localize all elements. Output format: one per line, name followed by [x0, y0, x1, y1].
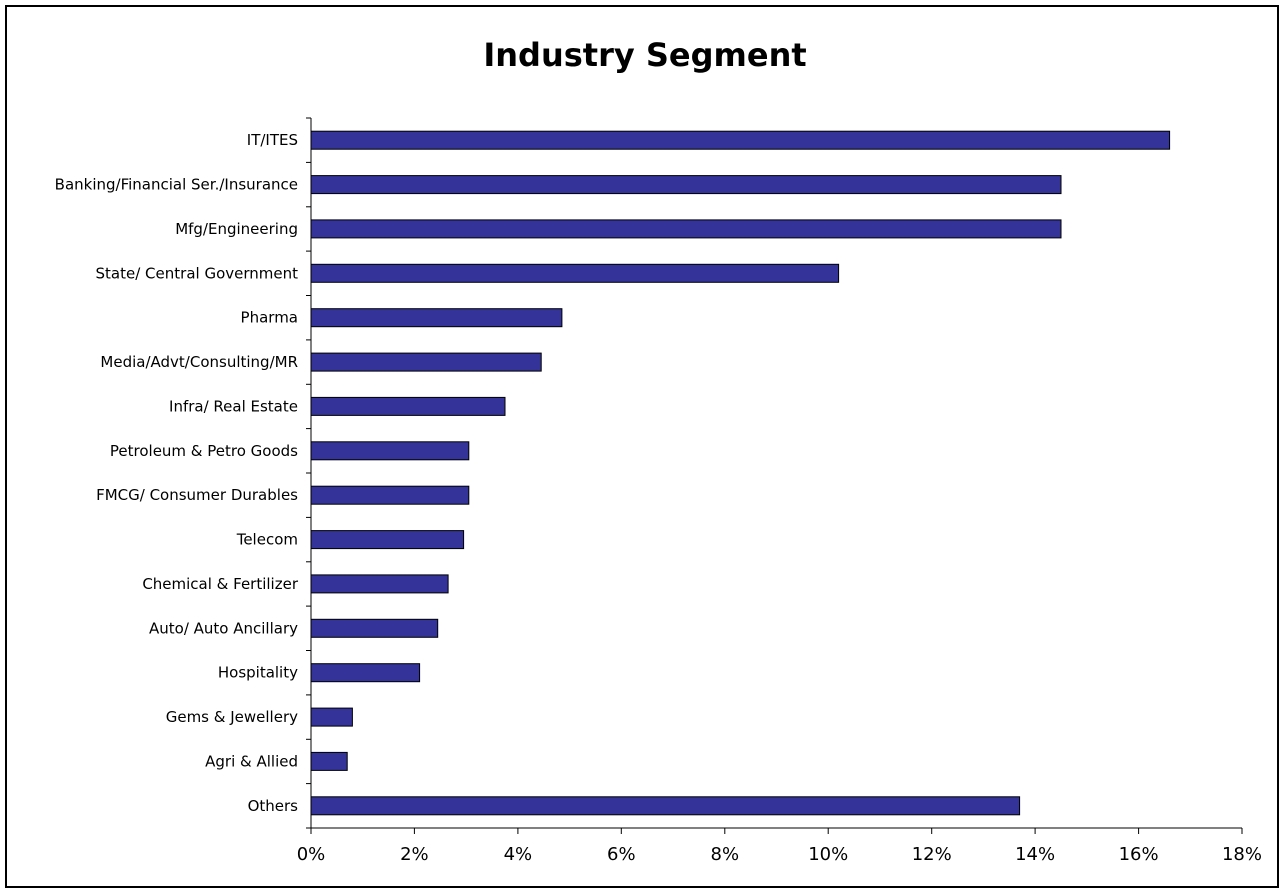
bar	[310, 530, 465, 550]
bar	[310, 485, 470, 505]
bar	[310, 308, 563, 328]
x-tick-label: 0%	[297, 844, 326, 865]
bar	[310, 796, 1021, 816]
chart-frame	[5, 5, 1279, 888]
category-label: Telecom	[236, 531, 298, 549]
category-label: State/ Central Government	[96, 264, 299, 282]
x-tick-label: 8%	[711, 844, 740, 865]
category-label: Petroleum & Petro Goods	[110, 442, 298, 460]
bars-group	[310, 130, 1171, 816]
category-label: Infra/ Real Estate	[169, 397, 298, 415]
x-tick-label: 10%	[808, 844, 848, 865]
bar	[310, 618, 439, 638]
axes	[306, 117, 1242, 829]
category-label: Banking/Financial Ser./Insurance	[55, 176, 298, 194]
bar	[310, 663, 421, 683]
bar	[310, 352, 542, 372]
x-tick-label: 12%	[912, 844, 952, 865]
bar	[310, 441, 470, 461]
x-tick-label: 2%	[400, 844, 429, 865]
category-labels: IT/ITES Banking/Financial Ser./Insurance M…	[55, 131, 299, 815]
category-label: Agri & Allied	[205, 752, 298, 770]
bar	[310, 175, 1062, 195]
x-ticks: 0% 2% 4% 6% 8% 10% 12% 14% 16% 18%	[297, 828, 1262, 865]
bar	[310, 263, 840, 283]
bar	[310, 219, 1062, 239]
x-tick-label: 6%	[607, 844, 636, 865]
category-label: FMCG/ Consumer Durables	[96, 486, 298, 504]
category-label: Hospitality	[218, 664, 298, 682]
x-tick-label: 14%	[1015, 844, 1055, 865]
x-tick-label: 4%	[504, 844, 533, 865]
x-tick-label: 18%	[1222, 844, 1262, 865]
bar	[310, 396, 506, 416]
category-label: IT/ITES	[247, 131, 298, 149]
category-label: Auto/ Auto Ancillary	[149, 619, 298, 637]
x-tick-label: 16%	[1119, 844, 1159, 865]
category-label: Media/Advt/Consulting/MR	[100, 353, 298, 371]
bar	[310, 751, 348, 771]
category-label: Pharma	[241, 309, 298, 327]
chart-title: Industry Segment	[483, 36, 806, 74]
category-label: Mfg/Engineering	[175, 220, 298, 238]
category-label: Chemical & Fertilizer	[142, 575, 299, 593]
category-label: Gems & Jewellery	[166, 708, 298, 726]
bar	[310, 130, 1171, 150]
bar	[310, 707, 353, 727]
category-label: Others	[248, 797, 299, 815]
bar	[310, 574, 449, 594]
